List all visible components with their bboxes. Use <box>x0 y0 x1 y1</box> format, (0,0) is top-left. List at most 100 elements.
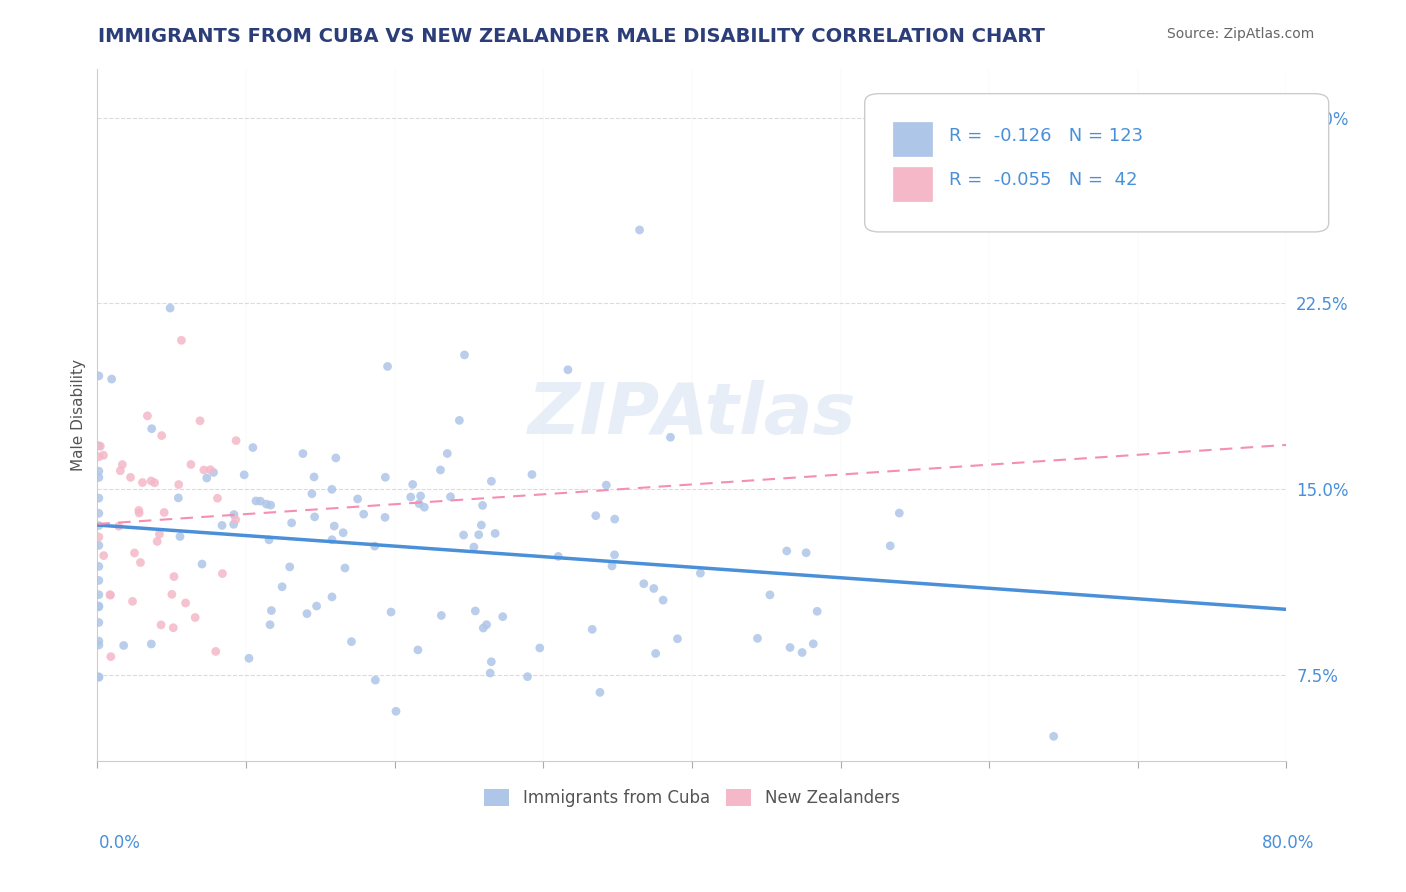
Point <box>453 348 475 362</box>
Point <box>162 621 184 635</box>
Point <box>408 497 430 511</box>
Legend: Immigrants from Cuba, New Zealanders: Immigrants from Cuba, New Zealanders <box>475 780 908 815</box>
Point <box>666 632 689 646</box>
Point <box>346 491 368 506</box>
Point <box>321 590 343 604</box>
Point <box>467 527 489 541</box>
Point <box>806 604 828 618</box>
Point <box>600 558 623 573</box>
Point <box>245 494 267 508</box>
Point <box>429 463 451 477</box>
Point <box>184 610 207 624</box>
Point <box>595 478 617 492</box>
Point <box>652 593 675 607</box>
Text: Source: ZipAtlas.com: Source: ZipAtlas.com <box>1167 27 1315 41</box>
Point <box>191 557 214 571</box>
Point <box>449 413 471 427</box>
Point <box>148 527 170 541</box>
Point <box>233 467 256 482</box>
Point <box>87 368 110 383</box>
Point <box>195 471 218 485</box>
Point <box>374 470 396 484</box>
Point <box>222 517 245 532</box>
Point <box>271 580 294 594</box>
Point <box>141 474 163 488</box>
Point <box>305 599 328 613</box>
Point <box>291 446 314 460</box>
Point <box>111 458 134 472</box>
Point <box>170 334 193 348</box>
Point <box>776 544 799 558</box>
Point <box>257 533 280 547</box>
Point <box>180 458 202 472</box>
Point <box>93 448 115 462</box>
Text: R =  -0.126   N = 123: R = -0.126 N = 123 <box>949 127 1143 145</box>
Point <box>87 538 110 552</box>
Point <box>128 506 150 520</box>
Point <box>529 640 551 655</box>
Point <box>146 534 169 549</box>
Point <box>340 634 363 648</box>
Point <box>87 574 110 588</box>
Point <box>128 503 150 517</box>
Point <box>259 498 281 512</box>
Point <box>628 223 651 237</box>
Point <box>124 546 146 560</box>
Point <box>801 637 824 651</box>
Y-axis label: Male Disability: Male Disability <box>72 359 86 471</box>
Point <box>633 576 655 591</box>
Point <box>464 604 486 618</box>
Point <box>112 639 135 653</box>
Point <box>87 559 110 574</box>
Point <box>225 434 247 448</box>
Point <box>87 599 110 613</box>
Point <box>87 634 110 648</box>
Point <box>143 475 166 490</box>
Point <box>100 588 122 602</box>
Point <box>516 670 538 684</box>
Point <box>1042 729 1064 743</box>
Point <box>302 470 325 484</box>
Point <box>581 623 603 637</box>
Point <box>207 491 229 506</box>
Point <box>120 470 142 484</box>
Point <box>141 422 163 436</box>
Point <box>430 608 453 623</box>
Point <box>89 439 111 453</box>
Point <box>222 508 245 522</box>
Text: IMMIGRANTS FROM CUBA VS NEW ZEALANDER MALE DISABILITY CORRELATION CHART: IMMIGRANTS FROM CUBA VS NEW ZEALANDER MA… <box>98 27 1045 45</box>
Point <box>472 621 495 635</box>
Point <box>153 506 176 520</box>
Point <box>87 464 110 478</box>
Point <box>492 609 515 624</box>
Point <box>259 617 281 632</box>
Point <box>87 450 110 464</box>
Point <box>87 615 110 630</box>
Point <box>321 483 343 497</box>
Point <box>603 512 626 526</box>
Point <box>87 670 110 684</box>
Point <box>304 509 326 524</box>
Point <box>790 646 813 660</box>
Point <box>453 528 475 542</box>
Point <box>167 477 190 491</box>
Point <box>110 464 132 478</box>
Point <box>167 491 190 505</box>
Point <box>211 518 233 533</box>
Point <box>374 510 396 524</box>
Point <box>479 475 502 489</box>
Point <box>159 301 181 315</box>
Point <box>747 632 769 646</box>
Point <box>200 463 222 477</box>
Point <box>364 673 387 687</box>
Point <box>242 441 264 455</box>
Point <box>87 506 110 520</box>
Point <box>87 638 110 652</box>
Point <box>409 489 432 503</box>
Point <box>557 363 579 377</box>
Text: 80.0%: 80.0% <box>1263 834 1315 852</box>
Point <box>280 516 302 530</box>
Point <box>603 548 626 562</box>
Point <box>333 561 356 575</box>
Point <box>475 617 498 632</box>
